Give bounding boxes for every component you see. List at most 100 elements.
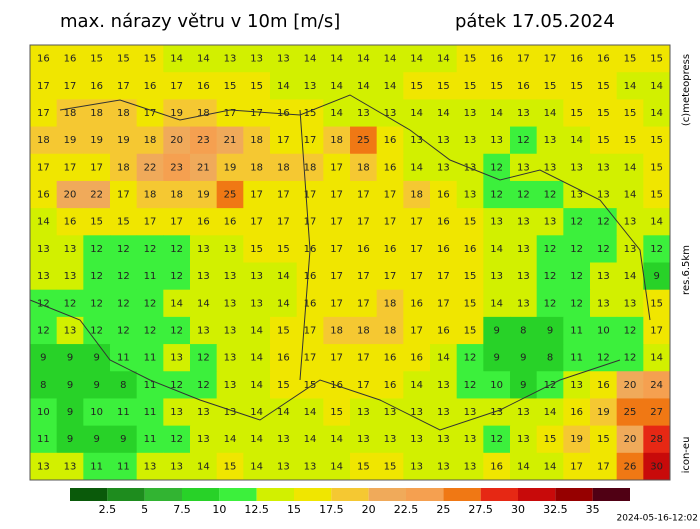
grid-value: 13	[437, 135, 450, 146]
grid-value: 12	[624, 353, 637, 364]
grid-value: 13	[517, 298, 530, 309]
grid-value: 15	[464, 54, 477, 65]
grid-cell	[563, 45, 591, 73]
grid-value: 13	[517, 434, 530, 445]
grid-cell	[456, 99, 484, 128]
grid-value: 17	[277, 217, 290, 228]
grid-value: 18	[384, 325, 397, 336]
grid-cell	[83, 180, 111, 209]
grid-value: 17	[277, 190, 290, 201]
grid-cell	[350, 180, 378, 209]
grid-cell	[643, 72, 671, 100]
grid-value: 14	[250, 434, 263, 445]
grid-value: 18	[117, 108, 130, 119]
grid-cell	[643, 262, 671, 291]
grid-value: 15	[490, 81, 503, 92]
grid-value: 16	[64, 217, 77, 228]
grid-value: 15	[304, 380, 317, 391]
grid-value: 13	[304, 461, 317, 472]
grid-value: 15	[650, 54, 663, 65]
grid-value: 16	[224, 217, 237, 228]
grid-value: 13	[544, 162, 557, 173]
grid-cell	[136, 452, 164, 481]
grid-cell	[110, 316, 138, 345]
grid-cell	[456, 316, 484, 345]
grid-cell	[350, 126, 378, 155]
grid-cell	[536, 72, 564, 100]
grid-value: 15	[624, 54, 637, 65]
grid-cell	[456, 452, 484, 481]
grid-value: 16	[37, 54, 50, 65]
grid-cell	[643, 153, 671, 182]
grid-value: 14	[384, 54, 397, 65]
grid-value: 12	[90, 271, 103, 282]
grid-cell	[536, 289, 564, 318]
grid-cell	[83, 344, 111, 372]
grid-cell	[136, 262, 164, 291]
grid-value: 15	[650, 135, 663, 146]
grid-cell	[456, 262, 484, 291]
grid-cell	[83, 425, 111, 454]
grid-value: 9	[93, 353, 99, 364]
legend-tick-label: 22.5	[394, 503, 419, 516]
grid-cell	[590, 371, 618, 399]
grid-cell	[563, 371, 591, 399]
grid-cell	[590, 99, 618, 128]
grid-value: 13	[144, 461, 157, 472]
grid-cell	[30, 371, 58, 399]
grid-value: 17	[64, 162, 77, 173]
grid-cell	[30, 153, 58, 182]
grid-value: 13	[544, 135, 557, 146]
grid-value: 14	[330, 434, 343, 445]
grid-cell	[243, 99, 271, 128]
grid-value: 13	[250, 298, 263, 309]
grid-value: 17	[330, 162, 343, 173]
grid-value: 17	[330, 217, 343, 228]
grid-value: 23	[170, 162, 183, 173]
grid-value: 16	[437, 190, 450, 201]
grid-cell	[56, 208, 84, 236]
grid-value: 12	[64, 298, 77, 309]
grid-value: 12	[517, 135, 530, 146]
grid-cell	[136, 45, 164, 73]
grid-value: 9	[653, 271, 659, 282]
grid-value: 14	[544, 461, 557, 472]
grid-value: 18	[330, 325, 343, 336]
grid-cell	[216, 235, 244, 263]
legend-tick-label: 25	[436, 503, 450, 516]
copyright: (c)meteopress	[681, 54, 692, 126]
grid-cell	[483, 316, 511, 345]
grid-cell	[563, 72, 591, 100]
grid-value: 12	[650, 244, 663, 255]
grid-value: 13	[197, 407, 210, 418]
grid-value: 14	[410, 380, 423, 391]
grid-value: 13	[437, 461, 450, 472]
grid-value: 16	[384, 162, 397, 173]
grid-value: 19	[90, 135, 103, 146]
grid-value: 17	[144, 217, 157, 228]
grid-value: 14	[250, 353, 263, 364]
grid-cell	[510, 235, 538, 263]
grid-cell	[563, 180, 591, 209]
grid-value: 10	[37, 407, 50, 418]
grid-cell	[270, 452, 298, 481]
grid-cell	[590, 425, 618, 454]
grid-value: 12	[570, 298, 583, 309]
grid-cell	[643, 126, 671, 155]
grid-cell	[163, 398, 191, 427]
grid-cell	[216, 425, 244, 454]
grid-cell	[510, 99, 538, 128]
grid-cell	[536, 344, 564, 372]
grid-value: 17	[250, 217, 263, 228]
grid-cell	[30, 72, 58, 100]
grid-value: 14	[384, 81, 397, 92]
grid-cell	[643, 316, 671, 345]
grid-cell	[350, 99, 378, 128]
grid-value: 19	[570, 434, 583, 445]
grid-cell	[536, 45, 564, 73]
grid-cell	[376, 235, 404, 263]
grid-value: 15	[224, 461, 237, 472]
grid-cell	[643, 45, 671, 73]
grid-cell	[110, 289, 138, 318]
